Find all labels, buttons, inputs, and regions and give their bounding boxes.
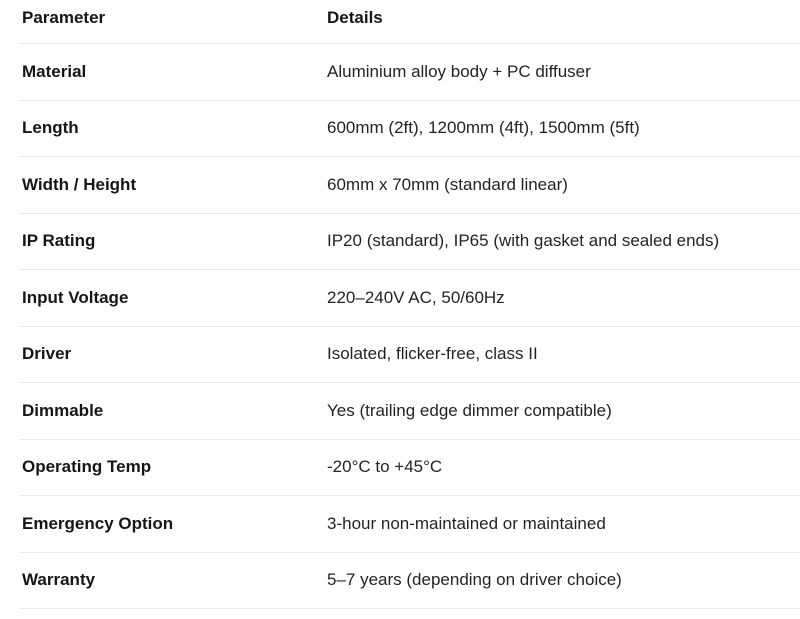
details-cell: 5–7 years (depending on driver choice): [327, 570, 622, 590]
table-row: Input Voltage 220–240V AC, 50/60Hz: [20, 270, 800, 327]
table-header-row: Parameter Details: [20, 0, 800, 44]
table-row: Dimmable Yes (trailing edge dimmer compa…: [20, 383, 800, 440]
parameter-cell: Driver: [22, 344, 72, 364]
table-row: Warranty 5–7 years (depending on driver …: [20, 553, 800, 609]
parameter-cell: Warranty: [22, 570, 96, 590]
parameter-cell: Dimmable: [22, 400, 104, 420]
table-row: Width / Height 60mm x 70mm (standard lin…: [20, 157, 800, 214]
details-cell: 600mm (2ft), 1200mm (4ft), 1500mm (5ft): [327, 118, 640, 138]
parameter-cell: Emergency Option: [22, 513, 174, 533]
parameter-cell: Width / Height: [22, 174, 137, 194]
column-header-details: Details: [327, 8, 383, 27]
details-cell: Yes (trailing edge dimmer compatible): [327, 400, 612, 420]
table-row: Operating Temp -20°C to +45°C: [20, 440, 800, 496]
details-cell: 60mm x 70mm (standard linear): [327, 174, 568, 194]
table-row: Emergency Option 3-hour non-maintained o…: [20, 496, 800, 553]
details-cell: 220–240V AC, 50/60Hz: [327, 287, 505, 307]
details-cell: 3-hour non-maintained or maintained: [327, 513, 606, 533]
table-row: IP Rating IP20 (standard), IP65 (with ga…: [20, 214, 800, 270]
parameter-cell: IP Rating: [22, 231, 96, 251]
parameter-cell: Material: [22, 61, 87, 81]
table-row: Driver Isolated, flicker-free, class II: [20, 327, 800, 383]
table-row: Length 600mm (2ft), 1200mm (4ft), 1500mm…: [20, 101, 800, 157]
parameter-cell: Length: [22, 118, 79, 138]
details-cell: IP20 (standard), IP65 (with gasket and s…: [327, 231, 720, 251]
details-cell: Isolated, flicker-free, class II: [327, 344, 538, 364]
table-row: Material Aluminium alloy body + PC diffu…: [20, 44, 800, 101]
specification-table: Parameter Details Material Aluminium all…: [20, 0, 800, 609]
column-header-parameter: Parameter: [22, 8, 106, 27]
parameter-cell: Operating Temp: [22, 457, 152, 477]
parameter-cell: Input Voltage: [22, 287, 129, 307]
details-cell: Aluminium alloy body + PC diffuser: [327, 61, 591, 81]
details-cell: -20°C to +45°C: [327, 457, 443, 477]
